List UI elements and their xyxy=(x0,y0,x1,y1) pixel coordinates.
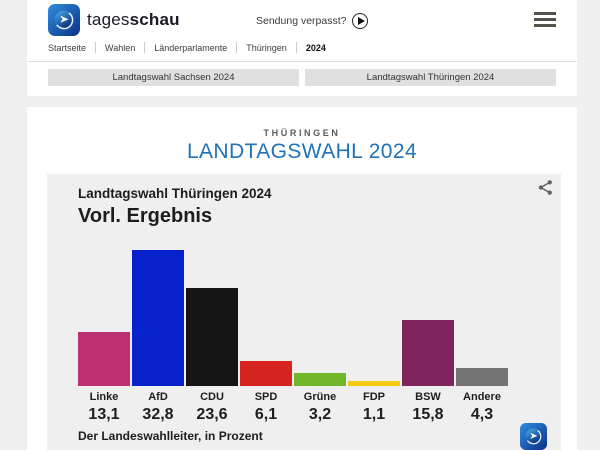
election-nav-buttons: Landtagswahl Sachsen 2024 Landtagswahl Th… xyxy=(48,69,556,86)
breadcrumb-item-2024[interactable]: 2024 xyxy=(305,42,326,53)
bar-fdp[interactable] xyxy=(348,381,400,386)
bar-track xyxy=(132,250,184,386)
share-icon[interactable] xyxy=(537,179,554,196)
party-value: 3,2 xyxy=(308,406,332,423)
bar-track xyxy=(402,250,454,386)
party-value: 1,1 xyxy=(362,406,386,423)
bar-column-cdu: CDU 23,6 xyxy=(186,250,238,423)
breadcrumb: Startseite Wahlen Länderparlamente Thüringe… xyxy=(48,42,335,53)
breadcrumb-separator xyxy=(236,42,238,53)
region-kicker: THÜRINGEN xyxy=(263,128,341,138)
bar-grüne[interactable] xyxy=(294,373,346,386)
bar-column-fdp: FDP 1,1 xyxy=(348,250,400,423)
chart-subtitle: Vorl. Ergebnis xyxy=(78,205,213,227)
bar-spd[interactable] xyxy=(240,361,292,386)
party-value: 6,1 xyxy=(254,406,278,423)
bar-bsw[interactable] xyxy=(402,320,454,386)
bar-track xyxy=(348,250,400,386)
breadcrumb-separator xyxy=(95,42,97,53)
sendung-verpasst-label: Sendung verpasst? xyxy=(256,15,347,27)
chart-title: Landtagswahl Thüringen 2024 xyxy=(78,186,272,201)
party-label: Linke xyxy=(89,391,119,403)
bar-column-andere: Andere 4,3 xyxy=(456,250,508,423)
breadcrumb-separator xyxy=(295,42,297,53)
bar-linke[interactable] xyxy=(78,332,130,386)
header-divider xyxy=(27,61,577,62)
breadcrumb-separator xyxy=(144,42,146,53)
breadcrumb-item-thüringen[interactable]: Thüringen xyxy=(246,42,287,53)
tagesschau-logo-icon xyxy=(48,4,80,36)
breadcrumb-item-startseite[interactable]: Startseite xyxy=(48,42,87,53)
bar-track xyxy=(294,250,346,386)
nav-button-landtagswahl-sachsen-2024[interactable]: Landtagswahl Sachsen 2024 xyxy=(48,69,299,86)
party-label: BSW xyxy=(415,391,441,403)
party-label: SPD xyxy=(254,391,278,403)
bar-track xyxy=(186,250,238,386)
bar-column-afd: AfD 32,8 xyxy=(132,250,184,423)
breadcrumb-item-länderparlamente[interactable]: Länderparlamente xyxy=(154,42,228,53)
party-value: 32,8 xyxy=(142,406,174,423)
main-content: THÜRINGEN LANDTAGSWAHL 2024 Landtagswahl… xyxy=(27,107,577,450)
bar-track xyxy=(240,250,292,386)
party-label: Grüne xyxy=(303,391,337,403)
bar-column-bsw: BSW 15,8 xyxy=(402,250,454,423)
bar-chart: Linke 13,1 AfD 32,8 CDU 23,6 SPD 6,1 Grüne 3,2 FDP… xyxy=(78,250,508,423)
tagesschau-home-link[interactable]: tagesschau xyxy=(48,4,180,36)
sendung-verpasst-link[interactable]: Sendung verpasst? xyxy=(256,13,369,29)
bar-andere[interactable] xyxy=(456,368,508,386)
menu-icon[interactable] xyxy=(534,12,556,27)
bar-column-linke: Linke 13,1 xyxy=(78,250,130,423)
bar-cdu[interactable] xyxy=(186,288,238,386)
chart-source: Der Landeswahlleiter, in Prozent xyxy=(78,429,263,443)
party-value: 15,8 xyxy=(412,406,444,423)
party-value: 4,3 xyxy=(470,406,494,423)
party-label: Andere xyxy=(463,391,501,403)
brand-wordmark: tagesschau xyxy=(87,10,180,29)
nav-button-landtagswahl-th-ringen-2024[interactable]: Landtagswahl Thüringen 2024 xyxy=(305,69,556,86)
party-value: 13,1 xyxy=(88,406,120,423)
bar-track xyxy=(78,250,130,386)
bar-afd[interactable] xyxy=(132,250,184,386)
play-icon[interactable] xyxy=(352,13,369,29)
party-label: FDP xyxy=(363,391,385,403)
party-label: CDU xyxy=(200,391,224,403)
bar-column-grüne: Grüne 3,2 xyxy=(294,250,346,423)
tagesschau-watermark-icon xyxy=(520,423,547,450)
breadcrumb-item-wahlen[interactable]: Wahlen xyxy=(105,42,136,53)
party-value: 23,6 xyxy=(196,406,228,423)
page-title: LANDTAGSWAHL 2024 xyxy=(186,140,418,163)
header: tagesschau Sendung verpasst? Startseite W… xyxy=(27,0,577,96)
results-chart-card: Landtagswahl Thüringen 2024 Vorl. Ergebn… xyxy=(47,174,561,450)
bar-track xyxy=(456,250,508,386)
party-label: AfD xyxy=(148,391,168,403)
bar-column-spd: SPD 6,1 xyxy=(240,250,292,423)
